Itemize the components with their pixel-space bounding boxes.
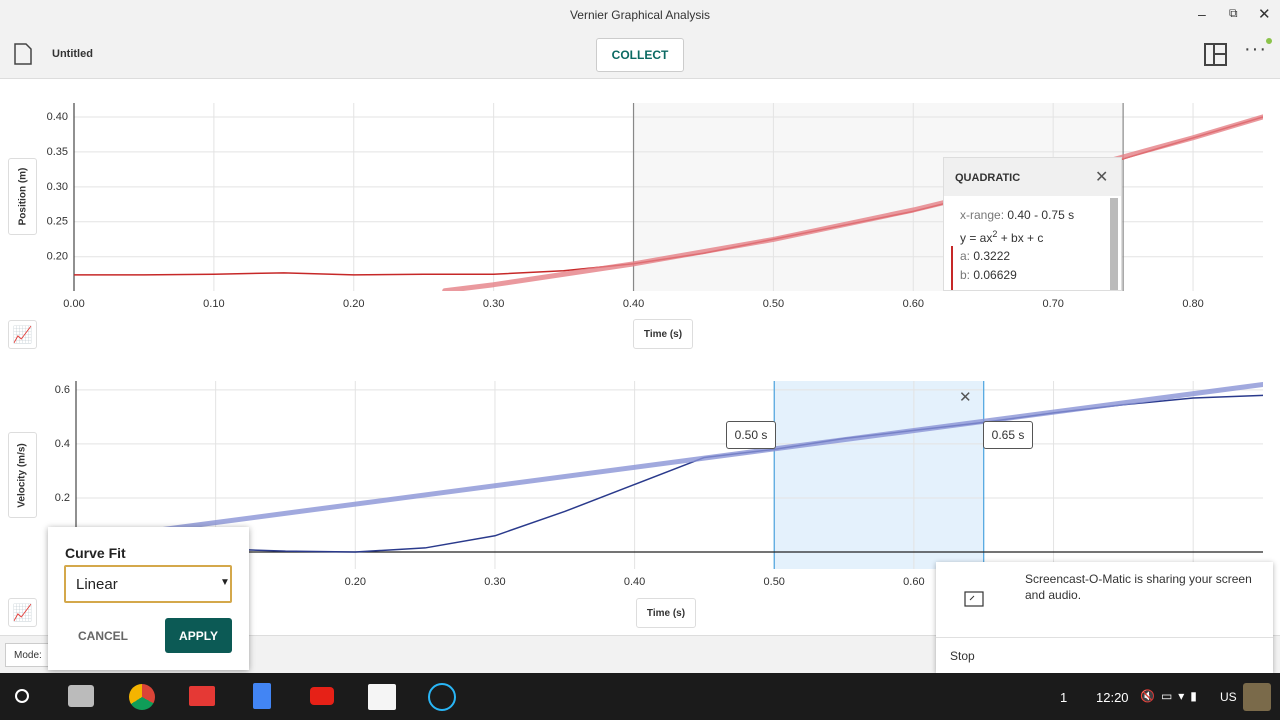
app-files[interactable] [68,685,94,707]
x-tick-label: 0.70 [1042,298,1063,310]
x-tick-label: 0.40 [623,298,644,310]
y-tick-label: 0.35 [47,146,68,158]
y-axis-label[interactable]: Velocity (m/s) [8,432,37,518]
collect-button[interactable]: COLLECT [596,38,684,72]
x-tick-label: 0.80 [1182,298,1203,310]
launcher[interactable] [15,689,29,703]
dialog-title: Curve Fit [65,545,126,561]
clock[interactable]: 12:20 [1096,690,1129,705]
minimize[interactable]: – [1198,6,1206,22]
avatar[interactable] [1243,683,1271,711]
locale[interactable]: US [1220,690,1237,704]
x-axis-label[interactable]: Time (s) [633,319,693,349]
window-title: Vernier Graphical Analysis [569,8,711,22]
curve-fit-dialog: Curve Fit Linear ▼ CANCEL APPLY [48,527,249,670]
title-bar: Vernier Graphical Analysis – ⧉ ✕ [0,0,1280,30]
x-tick-label: 0.30 [483,298,504,310]
y-tick-label: 0.2 [55,492,70,504]
file-name[interactable]: Untitled [52,48,93,60]
x-tick-label: 0.20 [343,298,364,310]
status-dot [1266,38,1272,44]
fit-type-select[interactable]: Linear ▼ [64,565,232,603]
fit-info-box: QUADRATIC ✕ x-range: 0.40 - 0.75 s y = a… [943,157,1122,291]
app-docs[interactable] [253,683,271,709]
notification: Screencast-O-Matic is sharing your scree… [936,562,1273,673]
taskbar: 1 12:20 🔇▭▾▮ US [0,673,1280,720]
x-axis-label[interactable]: Time (s) [636,598,696,628]
series-line [143,382,1263,535]
maximize[interactable]: ⧉ [1229,6,1238,20]
series-line [76,394,1263,553]
graph-options[interactable]: 📈 [8,598,37,627]
x-tick-label: 0.00 [63,298,84,310]
dropdown-arrow: ▼ [220,577,230,588]
more-menu[interactable]: ··· [1244,38,1267,60]
app-graphical-analysis[interactable] [368,684,396,710]
selected-fit: Linear [76,576,118,593]
y-tick-label: 0.25 [47,216,68,228]
system-icons[interactable]: 🔇▭▾▮ [1140,689,1203,703]
x-tick-label: 0.50 [763,298,784,310]
y-tick-label: 0.6 [55,384,70,396]
fit-header: QUADRATIC ✕ [944,158,1121,196]
fit-close[interactable]: ✕ [1095,169,1109,186]
y-tick-label: 0.4 [55,438,70,450]
fit-color-bar [951,246,953,290]
close[interactable]: ✕ [1258,6,1271,23]
cancel-button[interactable]: CANCEL [78,629,128,643]
stop-button[interactable]: Stop [950,649,975,663]
selection-region [774,381,984,569]
x-tick-label: 0.10 [203,298,224,310]
x-tick-label: 0.60 [903,576,924,588]
app-screencast[interactable] [428,683,456,711]
file-icon[interactable] [14,43,32,65]
app-chrome[interactable] [129,684,155,710]
selection-start-label[interactable]: 0.50 s [726,421,776,449]
divider [936,637,1273,638]
x-tick-label: 0.60 [903,298,924,310]
fit-equation: y = ax2 + bx + c [960,229,1044,245]
y-tick-label: 0.30 [47,181,68,193]
notification-icon [964,591,984,607]
app-gmail[interactable] [189,686,215,706]
notification-message: Screencast-O-Matic is sharing your scree… [1025,572,1252,602]
plot-area [76,382,1263,553]
x-tick-label: 0.50 [764,576,785,588]
y-tick-label: 0.20 [47,251,68,263]
x-tick-label: 0.30 [484,576,505,588]
x-tick-label: 0.20 [345,576,366,588]
fit-param-a: a: 0.3222 [960,249,1011,263]
layout-icon[interactable] [1204,43,1227,66]
y-tick-label: 0.40 [47,111,68,123]
fit-range: x-range: 0.40 - 0.75 s [960,208,1075,222]
fit-title: QUADRATIC [955,172,1021,184]
notification-count[interactable]: 1 [1060,690,1068,705]
apply-button[interactable]: APPLY [165,618,232,653]
app-youtube[interactable] [310,687,334,705]
scrollbar[interactable] [1110,198,1118,290]
y-axis-label[interactable]: Position (m) [8,158,37,235]
series-line [442,114,1263,291]
fit-param-b: b: 0.06629 [960,268,1017,282]
selection-end-label[interactable]: 0.65 s [983,421,1033,449]
toolbar: Untitled COLLECT ··· [0,30,1280,79]
selection-close[interactable]: ✕ [959,389,972,406]
x-tick-label: 0.40 [624,576,645,588]
graph-options[interactable]: 📈 [8,320,37,349]
